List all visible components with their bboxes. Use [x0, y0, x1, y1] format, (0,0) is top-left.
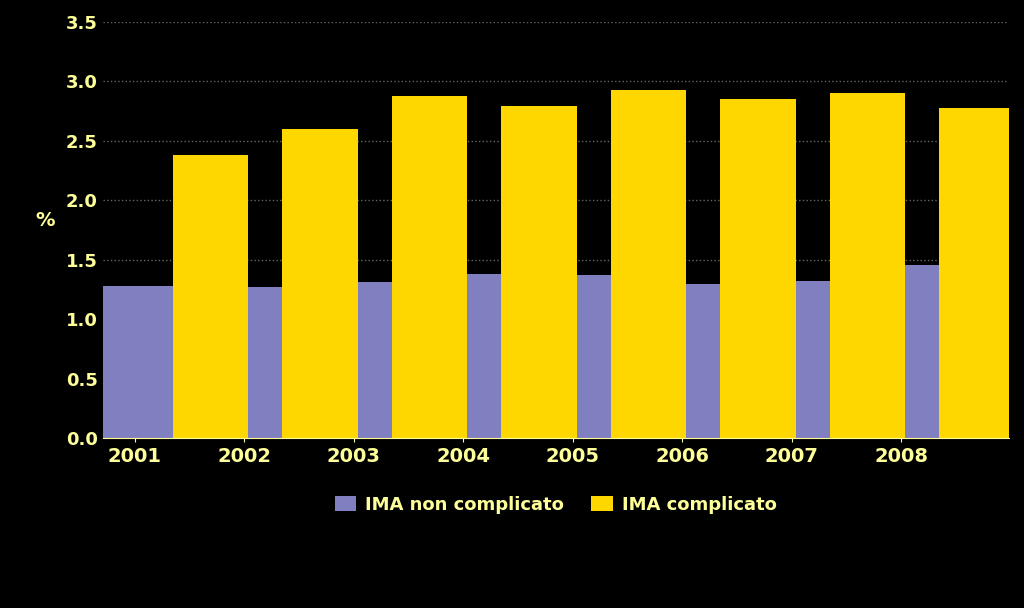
Bar: [610, 90, 686, 438]
Bar: [316, 283, 391, 438]
Bar: [720, 99, 796, 438]
Bar: [282, 129, 357, 438]
Bar: [172, 155, 248, 438]
Y-axis label: %: %: [36, 211, 55, 230]
Bar: [207, 287, 282, 438]
Bar: [501, 106, 577, 438]
Bar: [754, 282, 829, 438]
Bar: [863, 264, 939, 438]
Bar: [425, 274, 501, 438]
Bar: [829, 94, 905, 438]
Bar: [644, 283, 720, 438]
Bar: [939, 108, 1015, 438]
Bar: [535, 275, 610, 438]
Bar: [97, 286, 172, 438]
Legend: IMA non complicato, IMA complicato: IMA non complicato, IMA complicato: [328, 488, 784, 521]
Bar: [391, 95, 467, 438]
